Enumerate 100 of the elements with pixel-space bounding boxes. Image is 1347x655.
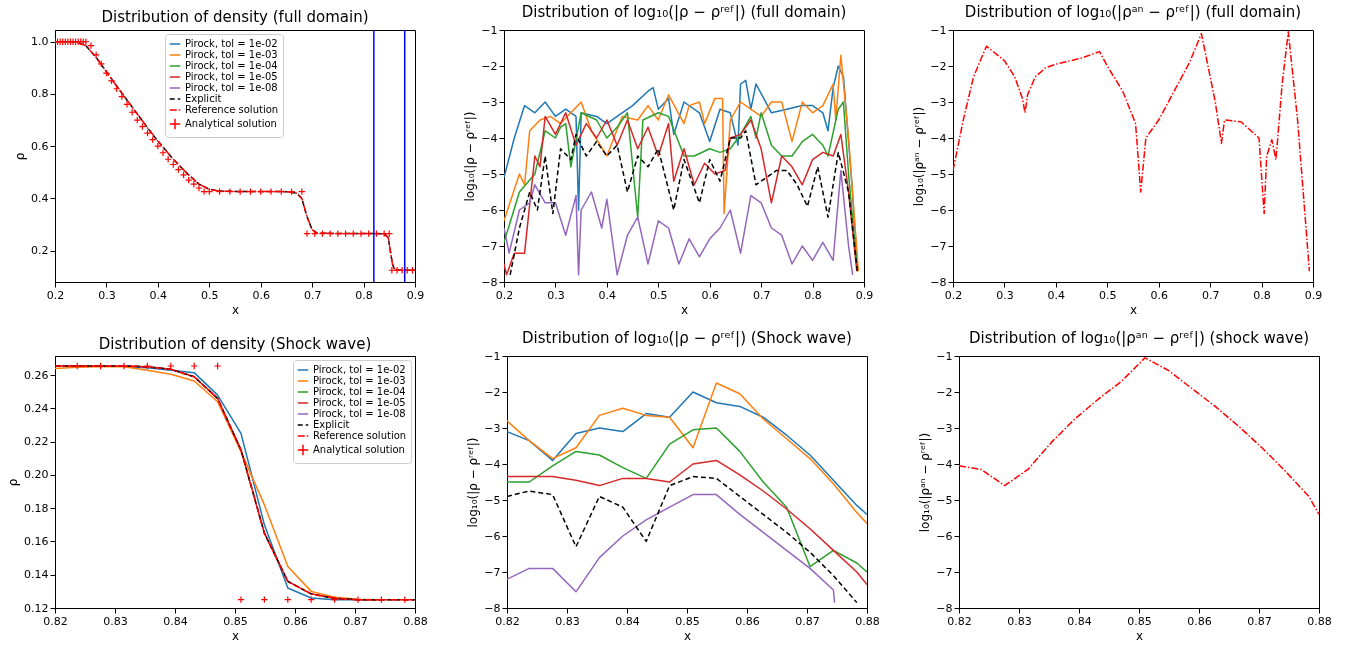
x-tick-label: 0.3 [98, 288, 116, 302]
legend-label: Pirock, tol = 1e-05 [313, 397, 406, 408]
y-axis-title: log₁₀(|ρᵃⁿ − ρʳᵉᶠ|) [918, 432, 933, 533]
y-tick-label: 0.16 [24, 534, 49, 548]
legend-label: Reference solution [313, 430, 407, 441]
x-tick-label: 0.82 [495, 614, 520, 628]
y-tick-label: −4 [481, 131, 498, 145]
y-tick-label: −7 [936, 565, 953, 579]
y-tick-label: −8 [936, 601, 953, 615]
legend-label: Pirock, tol = 1e-05 [185, 71, 278, 82]
y-tick-label: −5 [930, 167, 947, 181]
legend-label: Pirock, tol = 1e-08 [185, 82, 278, 93]
y-tick-label: −8 [484, 601, 501, 615]
x-tick-label: 0.6 [1150, 288, 1168, 302]
y-tick-label: 0.20 [24, 468, 49, 482]
y-tick-label: 0.22 [24, 435, 49, 449]
y-axis-title: log₁₀(|ρᵃⁿ − ρʳᵉᶠ|) [912, 106, 927, 207]
legend-label: Pirock, tol = 1e-02 [313, 364, 406, 375]
y-tick-label: −3 [484, 421, 501, 435]
y-tick-label: −1 [930, 23, 947, 37]
x-tick-label: 0.7 [752, 288, 771, 302]
y-tick-label: −8 [481, 275, 498, 289]
x-tick-label: 0.86 [283, 614, 308, 628]
x-tick-label: 0.83 [103, 614, 128, 628]
legend-label: Explicit [185, 93, 222, 104]
x-tick-label: 0.8 [804, 288, 822, 302]
y-tick-label: −7 [484, 565, 501, 579]
y-axis-title: ρ [13, 152, 28, 161]
x-axis-title: x [231, 302, 240, 317]
y-axis-title: ρ [6, 478, 21, 487]
y-tick-label: 0.4 [31, 191, 49, 205]
y-tick-label: −2 [936, 385, 953, 399]
x-tick-label: 0.9 [855, 288, 874, 302]
legend-label: Pirock, tol = 1e-08 [313, 408, 406, 419]
x-tick-label: 0.3 [547, 288, 565, 302]
x-tick-label: 0.4 [598, 288, 617, 302]
y-tick-label: −6 [484, 529, 501, 543]
x-tick-label: 0.87 [1247, 614, 1272, 628]
chart-title: Distribution of log₁₀(|ρ − ρʳᵉᶠ|) (full domain) [521, 3, 847, 21]
legend-label: Pirock, tol = 1e-03 [185, 49, 278, 60]
x-tick-label: 0.85 [223, 614, 248, 628]
y-tick-label: −4 [484, 457, 501, 471]
legend-label: Pirock, tol = 1e-04 [313, 386, 406, 397]
x-axis-title: x [1129, 302, 1138, 317]
x-tick-label: 0.6 [252, 288, 270, 302]
x-tick-label: 0.88 [855, 614, 880, 628]
chart-title: Distribution of log₁₀(|ρᵃⁿ − ρʳᵉᶠ|) (full domain) [964, 3, 1302, 21]
x-axis-title: x [683, 628, 692, 643]
y-tick-label: −6 [930, 203, 947, 217]
x-tick-label: 0.8 [1253, 288, 1271, 302]
y-tick-label: −5 [484, 493, 501, 507]
y-axis-title: log₁₀(|ρ − ρʳᵉᶠ|) [466, 437, 481, 528]
y-tick-label: −2 [481, 59, 498, 73]
x-tick-label: 0.3 [996, 288, 1014, 302]
x-tick-label: 0.83 [555, 614, 580, 628]
chart-title: Distribution of density (full domain) [101, 8, 369, 27]
y-tick-label: −3 [936, 421, 953, 435]
y-tick-label: 0.26 [24, 368, 49, 382]
x-tick-label: 0.2 [495, 288, 514, 302]
y-tick-label: −2 [484, 385, 501, 399]
y-tick-label: 0.6 [31, 139, 49, 153]
y-tick-label: 0.12 [24, 601, 49, 615]
y-tick-label: −2 [930, 59, 947, 73]
legend-label: Pirock, tol = 1e-02 [185, 38, 278, 49]
x-tick-label: 0.5 [1099, 288, 1117, 302]
legend-label: Explicit [313, 419, 350, 430]
y-tick-label: 1.0 [31, 35, 49, 49]
x-tick-label: 0.9 [406, 288, 425, 302]
y-tick-label: −4 [936, 457, 953, 471]
x-tick-label: 0.7 [303, 288, 322, 302]
y-tick-label: −6 [481, 203, 498, 217]
x-tick-label: 0.88 [1307, 614, 1332, 628]
x-axis-title: x [231, 628, 240, 643]
x-tick-label: 0.5 [201, 288, 219, 302]
legend-label: Pirock, tol = 1e-03 [313, 375, 406, 386]
chart-title: Distribution of density (Shock wave) [98, 335, 372, 353]
chart-title: Distribution of log₁₀(|ρᵃⁿ − ρʳᵉᶠ|) (shock wave) [968, 329, 1310, 347]
y-tick-label: −1 [481, 23, 498, 37]
y-tick-label: −4 [930, 131, 947, 145]
x-tick-label: 0.83 [1007, 614, 1032, 628]
legend-label: Reference solution [185, 104, 279, 115]
y-tick-label: −8 [930, 275, 947, 289]
x-tick-label: 0.84 [615, 614, 640, 628]
y-tick-label: −1 [936, 349, 953, 363]
legend-label: Analytical solution [185, 118, 277, 129]
x-tick-label: 0.87 [795, 614, 820, 628]
y-tick-label: −3 [481, 95, 498, 109]
y-tick-label: −7 [481, 239, 498, 253]
x-tick-label: 0.82 [43, 614, 68, 628]
x-tick-label: 0.2 [46, 288, 65, 302]
y-tick-label: −5 [936, 493, 953, 507]
x-tick-label: 0.84 [163, 614, 188, 628]
x-tick-label: 0.86 [1187, 614, 1212, 628]
y-tick-label: −3 [930, 95, 947, 109]
y-tick-label: −6 [936, 529, 953, 543]
x-tick-label: 0.4 [149, 288, 168, 302]
y-tick-label: 0.14 [24, 568, 49, 582]
y-tick-label: −5 [481, 167, 498, 181]
y-tick-label: 0.8 [31, 87, 49, 101]
x-tick-label: 0.88 [403, 614, 428, 628]
